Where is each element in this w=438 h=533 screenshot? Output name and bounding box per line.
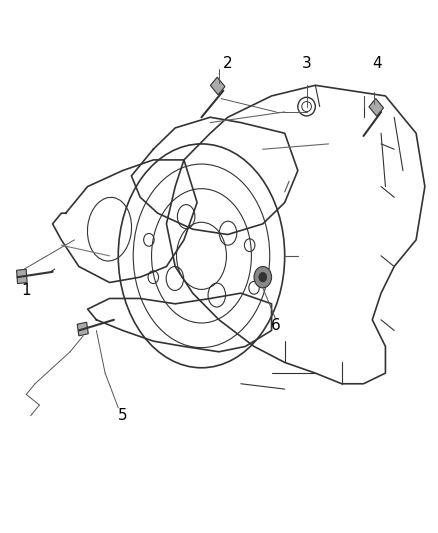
Text: 4: 4 xyxy=(372,56,381,71)
Circle shape xyxy=(259,272,267,282)
Text: 1: 1 xyxy=(21,283,31,298)
Circle shape xyxy=(254,266,272,288)
Text: 6: 6 xyxy=(271,318,281,333)
Text: 5: 5 xyxy=(118,408,127,423)
Text: 2: 2 xyxy=(223,56,233,71)
Bar xyxy=(77,322,88,336)
Bar xyxy=(17,269,27,284)
Bar xyxy=(210,77,225,95)
Bar xyxy=(369,99,384,116)
Text: 3: 3 xyxy=(302,56,311,71)
